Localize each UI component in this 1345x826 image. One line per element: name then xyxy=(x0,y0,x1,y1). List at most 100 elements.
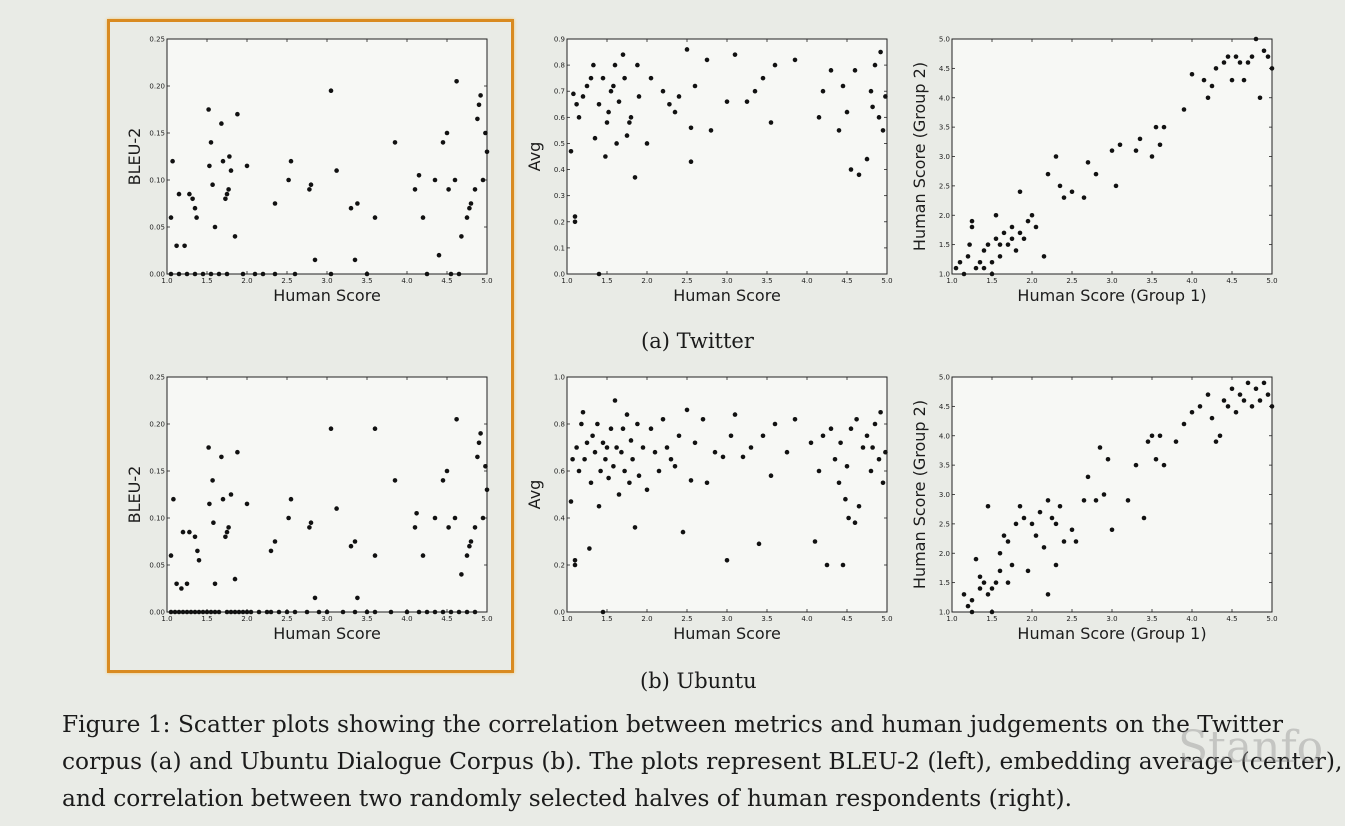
data-point xyxy=(1197,404,1203,409)
data-point xyxy=(997,242,1003,247)
y-tick-label: 0.20 xyxy=(149,421,165,429)
y-axis-label: Avg xyxy=(525,480,544,510)
data-point xyxy=(591,62,596,68)
x-tick-label: 5.0 xyxy=(481,615,492,623)
data-point xyxy=(660,417,666,422)
data-point xyxy=(212,581,218,587)
data-point xyxy=(614,141,619,146)
data-point xyxy=(614,445,619,450)
data-point xyxy=(973,556,979,562)
x-tick-label: 1.0 xyxy=(946,615,957,623)
data-point xyxy=(1265,392,1271,397)
data-point xyxy=(1245,60,1251,65)
y-axis-label: Avg xyxy=(525,142,544,172)
data-point xyxy=(200,271,206,277)
x-tick-label: 3.5 xyxy=(1146,615,1157,623)
data-point xyxy=(1085,160,1091,165)
data-point xyxy=(1105,456,1111,462)
data-point xyxy=(1181,107,1187,112)
data-point xyxy=(603,154,608,159)
x-tick-label: 5.0 xyxy=(1266,277,1277,285)
data-point xyxy=(456,271,462,277)
data-point xyxy=(219,121,224,126)
x-tick-label: 2.0 xyxy=(641,277,652,285)
data-point xyxy=(592,135,598,141)
data-point xyxy=(176,191,182,197)
data-point xyxy=(392,478,398,483)
data-point xyxy=(260,271,266,277)
caption-line-3: and correlation between two randomly sel… xyxy=(62,785,1073,812)
data-point xyxy=(224,609,230,615)
y-tick-label: 0.0 xyxy=(554,609,565,617)
data-point xyxy=(997,254,1003,259)
data-point xyxy=(207,163,212,169)
data-point xyxy=(878,409,883,415)
y-tick-label: 0.25 xyxy=(149,374,165,382)
data-point xyxy=(194,215,199,220)
data-point xyxy=(1257,95,1263,101)
data-point xyxy=(1257,398,1263,403)
data-point xyxy=(404,609,410,615)
data-point xyxy=(467,543,472,549)
data-point xyxy=(206,445,211,450)
data-point xyxy=(600,75,606,81)
caption-line-1: Figure 1: Scatter plots showing the corr… xyxy=(62,711,1284,738)
data-point xyxy=(957,259,963,265)
data-point xyxy=(989,259,995,265)
data-point xyxy=(184,271,190,277)
x-tick-label: 3.5 xyxy=(761,615,772,623)
data-point xyxy=(574,101,579,107)
data-point xyxy=(1141,515,1147,521)
data-point xyxy=(1149,433,1155,439)
data-point xyxy=(244,163,250,169)
data-point xyxy=(424,271,430,277)
data-point xyxy=(268,548,274,554)
data-point xyxy=(588,75,594,81)
data-point xyxy=(1053,521,1059,527)
data-point xyxy=(667,101,672,107)
data-point xyxy=(468,201,474,206)
data-point xyxy=(1245,380,1251,386)
x-tick-label: 3.5 xyxy=(1146,277,1157,285)
data-point xyxy=(440,478,446,483)
data-point xyxy=(969,218,975,224)
data-point xyxy=(1117,142,1123,148)
data-point xyxy=(1201,77,1207,83)
data-point xyxy=(622,75,627,81)
y-tick-label: 0.3 xyxy=(554,192,565,200)
data-point xyxy=(606,475,611,481)
data-point xyxy=(328,88,334,93)
data-point xyxy=(704,57,710,63)
data-point xyxy=(176,609,182,615)
data-point xyxy=(472,187,478,192)
data-point xyxy=(1097,445,1103,450)
data-point xyxy=(816,115,822,120)
data-point xyxy=(1109,527,1115,533)
data-point xyxy=(872,421,878,427)
data-point xyxy=(235,111,240,117)
data-point xyxy=(352,539,358,544)
data-point xyxy=(1125,498,1131,503)
data-point xyxy=(220,158,226,164)
data-point xyxy=(969,609,975,615)
x-tick-label: 1.5 xyxy=(601,615,612,623)
data-point xyxy=(1041,545,1047,550)
data-point xyxy=(596,503,602,509)
x-tick-label: 1.5 xyxy=(201,615,212,623)
data-point xyxy=(232,576,238,582)
data-point xyxy=(656,468,662,474)
data-point xyxy=(997,568,1003,574)
data-point xyxy=(700,417,706,422)
x-tick-label: 3.0 xyxy=(321,277,332,285)
data-point xyxy=(576,468,582,474)
y-tick-label: 0.7 xyxy=(554,88,565,96)
data-point xyxy=(168,553,174,558)
data-point xyxy=(883,94,888,99)
y-tick-label: 0.6 xyxy=(554,114,566,122)
y-tick-label: 0.0 xyxy=(554,271,565,279)
x-tick-label: 2.5 xyxy=(1066,277,1077,285)
data-point xyxy=(571,91,576,97)
data-point xyxy=(187,191,192,197)
data-point xyxy=(848,426,854,431)
data-point xyxy=(568,499,574,504)
